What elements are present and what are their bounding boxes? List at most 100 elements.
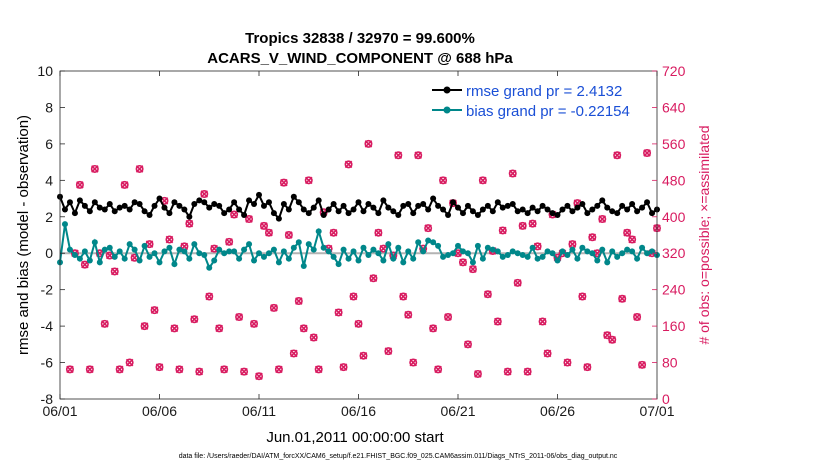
series-bias-point: [131, 246, 138, 253]
obs-possible-marker: [364, 139, 373, 148]
series-bias-point: [464, 250, 471, 257]
series-rmse-point: [524, 210, 531, 217]
series-rmse-point: [469, 208, 476, 215]
series-bias-point: [539, 253, 546, 260]
series-bias-point: [216, 246, 223, 253]
legend: rmse grand pr = 2.4132 bias grand pr = -…: [425, 78, 651, 120]
obs-possible-marker: [598, 215, 607, 224]
series-rmse-point: [330, 201, 337, 208]
obs-possible-marker: [518, 221, 527, 230]
series-bias-point: [405, 248, 412, 255]
series-rmse-point: [539, 202, 546, 209]
obs-possible-marker: [493, 317, 502, 326]
obs-possible-marker: [608, 335, 617, 344]
obs-assimilated-marker: [300, 324, 308, 333]
obs-assimilated-marker: [110, 267, 119, 276]
obs-possible-marker: [334, 308, 343, 317]
obs-assimilated-marker: [260, 222, 268, 230]
series-bias-point: [61, 221, 68, 228]
series-rmse-point: [241, 211, 248, 218]
series-bias-point: [440, 253, 447, 260]
series-rmse-point: [649, 210, 656, 217]
series-bias-point: [455, 242, 461, 249]
y2-tick-label: 0: [662, 391, 670, 407]
series-bias-point: [524, 253, 531, 260]
series-rmse-point: [624, 206, 631, 213]
obs-possible-marker: [603, 331, 612, 340]
obs-assimilated-marker: [633, 313, 641, 321]
obs-possible-marker: [259, 221, 268, 230]
series-bias-point: [325, 248, 332, 255]
obs-assimilated-marker: [543, 349, 552, 358]
series-rmse-point: [450, 199, 457, 206]
obs-assimilated-marker: [76, 181, 84, 189]
series-rmse-point: [474, 211, 481, 218]
obs-assimilated-marker: [359, 351, 368, 360]
obs-possible-marker: [478, 176, 487, 185]
series-rmse-point: [375, 210, 382, 217]
y-tick-label: 4: [45, 172, 53, 188]
series-bias-point: [425, 237, 432, 244]
series-bias-point: [156, 259, 163, 266]
series-bias-point: [599, 246, 606, 253]
obs-possible-marker: [434, 365, 443, 374]
series-rmse-point: [440, 206, 447, 213]
series-bias-point: [191, 241, 198, 248]
obs-possible-marker: [255, 372, 264, 381]
y-tick-label: 0: [45, 245, 53, 261]
series-bias-point: [365, 252, 372, 259]
plot-area: [60, 71, 657, 399]
series-bias-point: [106, 244, 113, 251]
series-bias-point: [584, 248, 591, 255]
obs-assimilated-marker: [439, 176, 447, 185]
series-rmse-point: [81, 202, 88, 209]
obs-assimilated-marker: [563, 358, 572, 367]
obs-assimilated-marker: [190, 315, 199, 324]
obs-assimilated-marker: [275, 365, 283, 374]
obs-assimilated-marker: [523, 367, 532, 376]
obs-possible-marker: [374, 228, 383, 237]
series-bias-point: [101, 246, 108, 253]
obs-assimilated-marker: [608, 336, 616, 344]
series-rmse-point: [345, 210, 352, 217]
obs-assimilated-marker: [200, 190, 209, 198]
obs-assimilated-marker: [494, 317, 502, 326]
obs-possible-marker: [150, 306, 159, 315]
series-bias-point: [275, 259, 282, 266]
series-rmse-point: [529, 204, 536, 211]
obs-possible-marker: [543, 349, 552, 358]
series-rmse-point: [280, 201, 287, 208]
obs-assimilated-marker: [518, 222, 527, 230]
series-rmse-point: [390, 208, 397, 215]
obs-possible-marker: [409, 358, 418, 367]
obs-possible-marker: [309, 333, 318, 342]
obs-possible-marker: [289, 349, 298, 358]
series-bias-point: [305, 241, 312, 248]
obs-assimilated-marker: [628, 235, 636, 244]
series-bias-point: [91, 239, 98, 246]
series-bias-point: [285, 255, 292, 262]
series-bias-point: [345, 255, 352, 262]
series-bias-point: [420, 248, 427, 255]
obs-possible-marker: [299, 324, 308, 333]
obs-possible-marker: [195, 367, 204, 376]
obs-possible-marker: [215, 324, 224, 333]
series-rmse-point: [91, 199, 98, 206]
legend-rmse-marker: [443, 86, 451, 94]
series-bias-point: [375, 250, 382, 257]
obs-possible-marker: [458, 258, 467, 267]
series-rmse-point: [499, 204, 506, 211]
obs-assimilated-marker: [399, 292, 408, 301]
series-rmse-point: [285, 206, 292, 213]
y-tick-label: -2: [41, 282, 54, 298]
series-rmse-point: [634, 208, 641, 215]
series-bias-point: [549, 250, 556, 257]
obs-possible-marker: [339, 363, 348, 372]
series-rmse-point: [455, 204, 461, 211]
obs-possible-marker: [384, 347, 393, 356]
obs-possible-marker: [439, 176, 448, 185]
series-bias-point: [241, 246, 248, 253]
series-rmse-point: [191, 201, 198, 208]
obs-assimilated-marker: [230, 210, 238, 219]
series-bias-point: [604, 259, 611, 266]
